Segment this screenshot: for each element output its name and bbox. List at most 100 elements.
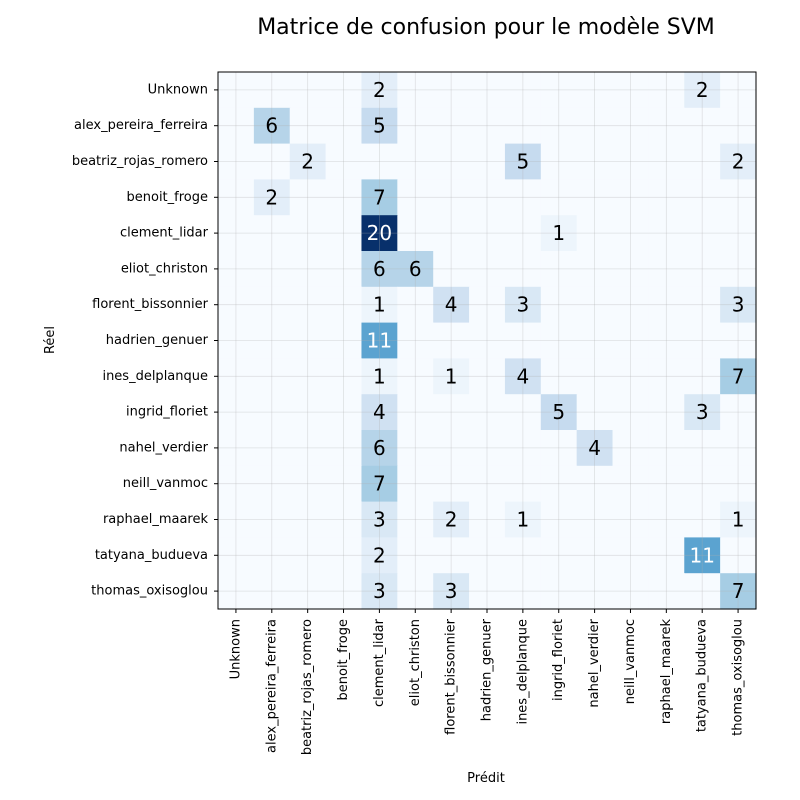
heatmap-cell <box>720 573 757 610</box>
heatmap-cell <box>289 179 327 216</box>
heatmap-cell <box>612 143 649 180</box>
heatmap-cell <box>325 107 363 145</box>
heatmap-cell <box>612 107 649 145</box>
x-tick-label: alex_pereira_ferreira <box>264 619 279 753</box>
y-tick-label: nahel_verdier <box>119 440 208 455</box>
heatmap-cell <box>325 72 363 109</box>
heatmap-cell <box>397 286 434 324</box>
cell-value: 3 <box>445 579 458 603</box>
cell-value: 3 <box>696 400 709 424</box>
heatmap-cell <box>648 107 685 145</box>
heatmap-cell <box>253 465 291 503</box>
heatmap-cell <box>576 251 614 288</box>
heatmap-cell <box>253 179 291 216</box>
heatmap-cell <box>397 358 434 395</box>
heatmap-cell <box>289 358 327 395</box>
heatmap-cell <box>612 430 649 467</box>
cell-value: 11 <box>689 543 714 567</box>
heatmap-cell <box>469 465 506 503</box>
heatmap-cell <box>433 430 470 467</box>
heatmap-cell <box>433 394 470 431</box>
cell-value: 1 <box>732 508 745 532</box>
heatmap-cell <box>218 394 255 431</box>
heatmap-cell <box>361 286 398 324</box>
x-tick-label: florent_bissonnier <box>444 618 459 734</box>
x-tick-label: nahel_verdier <box>587 618 602 707</box>
heatmap-cell <box>540 72 578 109</box>
heatmap-cell <box>648 430 685 467</box>
heatmap-cell <box>397 573 434 610</box>
heatmap-cell <box>576 501 614 538</box>
heatmap-cell <box>648 394 685 431</box>
heatmap-cell <box>253 537 291 574</box>
heatmap-cell <box>720 107 757 145</box>
heatmap-cell <box>218 215 255 252</box>
heatmap-cell <box>720 465 757 503</box>
heatmap-cell <box>612 573 649 610</box>
x-tick-label: neill_vanmoc <box>623 619 638 704</box>
heatmap-cell <box>684 465 721 503</box>
heatmap-cell <box>433 286 470 324</box>
heatmap-cell <box>612 72 649 109</box>
heatmap-cell <box>684 394 721 431</box>
y-tick-label: thomas_oxisoglou <box>91 584 208 599</box>
heatmap-cell <box>684 573 721 610</box>
heatmap-cell <box>253 72 291 109</box>
heatmap-cell <box>469 215 506 252</box>
cell-value: 1 <box>373 364 386 388</box>
heatmap-cell <box>504 286 542 324</box>
x-axis-label: Prédit <box>467 771 505 786</box>
heatmap-cell <box>218 430 255 467</box>
heatmap-cell <box>612 537 649 574</box>
heatmap-cell <box>504 573 542 610</box>
heatmap-cell <box>361 107 398 145</box>
heatmap-cell <box>433 215 470 252</box>
heatmap-cell <box>253 394 291 431</box>
y-tick-label: ingrid_floriet <box>126 405 208 420</box>
heatmap-cell <box>540 537 578 574</box>
heatmap-cell <box>612 322 649 359</box>
y-tick-label: hadrien_genuer <box>106 333 209 348</box>
cell-value: 6 <box>373 257 386 281</box>
heatmap-cell <box>684 251 721 288</box>
cell-value: 2 <box>696 78 709 102</box>
heatmap-cell <box>504 179 542 216</box>
cell-value: 3 <box>373 579 386 603</box>
cell-value: 1 <box>552 221 565 245</box>
heatmap-cell <box>253 215 291 252</box>
heatmap-cell <box>325 430 363 467</box>
heatmap-cell <box>576 358 614 395</box>
heatmap-cell <box>325 251 363 288</box>
heatmap-cell <box>325 465 363 503</box>
y-tick-label: Unknown <box>148 82 208 97</box>
heatmap-cell <box>504 394 542 431</box>
heatmap-cell <box>433 537 470 574</box>
heatmap-cell <box>576 107 614 145</box>
cell-value: 7 <box>373 185 386 209</box>
heatmap-cell <box>469 573 506 610</box>
cell-value: 7 <box>732 364 745 388</box>
heatmap-cell <box>684 215 721 252</box>
heatmap-cell <box>684 322 721 359</box>
heatmap-cell <box>540 143 578 180</box>
heatmap-cell <box>361 322 398 359</box>
heatmap-cell <box>361 72 398 109</box>
cell-value: 7 <box>732 579 745 603</box>
heatmap-cell <box>504 358 542 395</box>
heatmap-cell <box>720 537 757 574</box>
heatmap-cell <box>397 465 434 503</box>
heatmap-cell <box>720 358 757 395</box>
heatmap-cell <box>361 358 398 395</box>
x-tick-label: Unknown <box>228 619 243 679</box>
heatmap-cell <box>289 251 327 288</box>
heatmap-cell <box>612 358 649 395</box>
heatmap-cell <box>576 573 614 610</box>
cell-value: 6 <box>373 436 386 460</box>
chart-title: Matrice de confusion pour le modèle SVM <box>257 15 715 40</box>
heatmap-cell <box>504 501 542 538</box>
heatmap-cell <box>325 215 363 252</box>
heatmap-cell <box>433 143 470 180</box>
heatmap-cell <box>648 72 685 109</box>
heatmap-cell <box>218 465 255 503</box>
heatmap-cell <box>720 251 757 288</box>
